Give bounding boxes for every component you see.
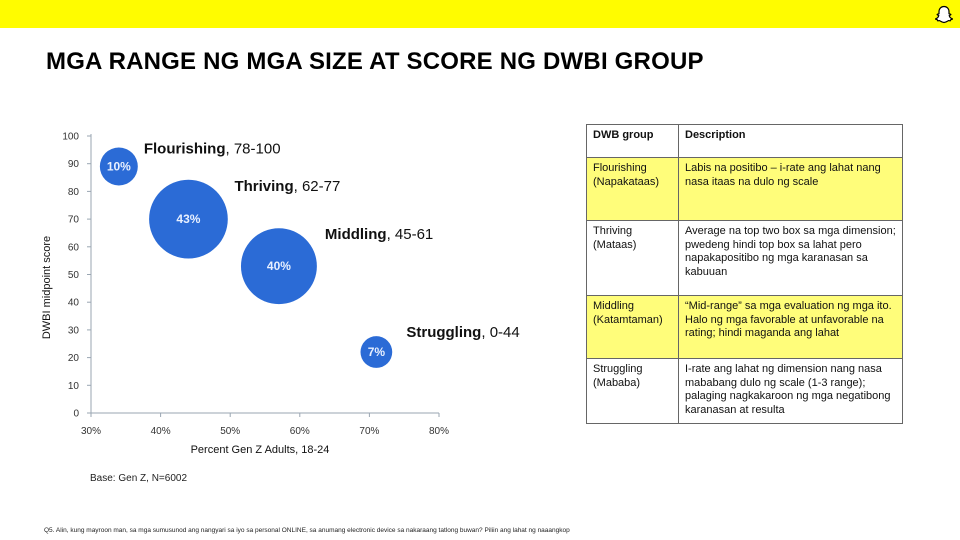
bubble-percent-label: 7% — [368, 345, 386, 359]
bubble-group-label: Struggling, 0-44 — [406, 324, 519, 341]
base-note: Base: Gen Z, N=6002 — [90, 473, 188, 484]
dwb-group-table: DWB group Description Flourishing (Napak… — [586, 124, 903, 424]
snapchat-ghost-icon — [934, 5, 954, 24]
table-row: Struggling (Mababa) I-rate ang lahat ng d… — [586, 358, 903, 424]
x-tick-label: 80% — [429, 426, 449, 437]
y-tick-label: 100 — [62, 132, 79, 143]
y-tick-label: 10 — [68, 381, 80, 392]
x-tick-label: 70% — [359, 426, 379, 437]
column-header-group: DWB group — [586, 124, 679, 158]
table-header-row: DWB group Description — [586, 124, 903, 158]
dwb-group-cell: Thriving (Mataas) — [586, 220, 679, 296]
y-tick-label: 50 — [68, 270, 80, 281]
x-tick-label: 50% — [220, 426, 240, 437]
y-tick-label: 0 — [73, 409, 79, 420]
bubble-group-label: Flourishing, 78-100 — [144, 140, 281, 157]
bubble-percent-label: 40% — [267, 259, 291, 273]
data-bubble — [240, 228, 317, 305]
y-tick-label: 60 — [68, 242, 80, 253]
question-footnote: Q5. Alin, kung mayroon man, sa mga sumus… — [44, 527, 570, 534]
data-bubble — [360, 336, 393, 368]
bubble-group-label: Thriving, 62-77 — [234, 178, 340, 195]
y-tick-label: 80 — [68, 187, 80, 198]
data-bubble — [99, 147, 138, 186]
y-axis-title: DWBI midpoint score — [41, 236, 53, 339]
dwb-group-cell: Struggling (Mababa) — [586, 358, 679, 424]
group-range: , 62-77 — [294, 178, 341, 195]
group-range: , 0-44 — [481, 324, 519, 341]
bubble-percent-label: 10% — [107, 159, 131, 173]
y-tick-label: 30 — [68, 325, 80, 336]
table-row: Flourishing (Napakataas) Labis na positib… — [586, 157, 903, 221]
table-row: Thriving (Mataas) Average na top two box … — [586, 220, 903, 296]
description-cell: “Mid-range” sa mga evaluation ng mga ito… — [678, 295, 903, 359]
group-name: Thriving — [234, 178, 293, 195]
dwb-group-cell: Flourishing (Napakataas) — [586, 157, 679, 221]
dwb-group-cell: Middling (Katamtaman) — [586, 295, 679, 359]
group-range: , 45-61 — [387, 226, 434, 243]
description-cell: Average na top two box sa mga dimension;… — [678, 220, 903, 296]
group-name: Struggling — [406, 324, 481, 341]
column-header-description: Description — [678, 124, 903, 158]
x-axis-title: Percent Gen Z Adults, 18-24 — [191, 444, 330, 456]
group-name: Flourishing — [144, 140, 226, 157]
x-tick-label: 30% — [81, 426, 101, 437]
slide-title: MGA RANGE NG MGA SIZE AT SCORE NG DWBI G… — [46, 48, 704, 75]
x-tick-label: 40% — [151, 426, 171, 437]
x-tick-label: 60% — [290, 426, 310, 437]
y-tick-label: 70 — [68, 215, 80, 226]
y-tick-label: 20 — [68, 353, 80, 364]
bubble-percent-label: 43% — [176, 212, 200, 226]
brand-bar — [0, 0, 960, 28]
description-cell: Labis na positibo – i-rate ang lahat nan… — [678, 157, 903, 221]
description-cell: I-rate ang lahat ng dimension nang nasa … — [678, 358, 903, 424]
group-name: Middling — [325, 226, 387, 243]
table-row: Middling (Katamtaman) “Mid-range” sa mga … — [586, 295, 903, 359]
y-tick-label: 40 — [68, 298, 80, 309]
data-bubble — [149, 179, 228, 259]
bubble-group-label: Middling, 45-61 — [325, 226, 433, 243]
group-range: , 78-100 — [226, 140, 281, 157]
y-tick-label: 90 — [68, 159, 80, 170]
